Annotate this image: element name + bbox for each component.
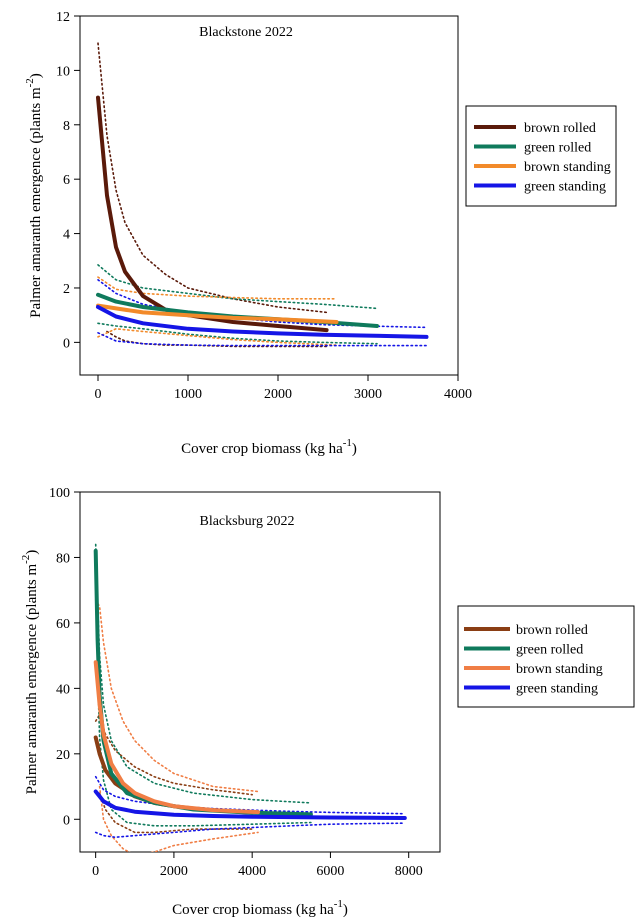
y-axis-title: Palmer amaranth emergence (plants m-2)	[20, 550, 40, 795]
ci-lower-green-standing	[97, 332, 428, 347]
ci-lower-green-standing	[94, 822, 406, 839]
y-tick-label: 100	[49, 486, 70, 501]
panel-title: Blacksburg 2022	[199, 514, 294, 529]
x-tick-label: 4000	[444, 387, 472, 402]
legend: brown rolled green rolled brown standing gr…	[457, 605, 635, 708]
series-line-green-standing	[93, 789, 407, 820]
y-tick-label: 40	[56, 682, 70, 697]
legend: brown rolled green rolled brown standing gr…	[465, 105, 617, 207]
series-line-brown-standing	[93, 660, 260, 815]
y-tick-label: 20	[56, 748, 70, 763]
x-axis-title-sup: -1	[334, 898, 343, 910]
y-tick-label: 60	[56, 617, 70, 632]
x-axis-title-main: Cover crop biomass (kg ha	[172, 902, 334, 918]
chart-panel-2: 0 2000 4000 6000 8000 0 20 40 60 80 100 Blacksburg …	[20, 486, 635, 918]
x-tick-label: 8000	[395, 864, 423, 879]
y-tick-label: 10	[56, 64, 70, 79]
y-axis-title-main: Palmer amaranth emergence (plants m	[28, 87, 44, 318]
legend-label: brown standing	[524, 160, 611, 175]
chart-panel-1: 0 1000 2000 3000 4000 0 2 4 6 8 10 12 Blackstone 202…	[24, 10, 617, 457]
legend-label: brown rolled	[524, 121, 596, 136]
legend-label: brown rolled	[516, 623, 588, 638]
ci-lower-brown-standing	[97, 327, 338, 346]
legend-box	[457, 605, 635, 708]
series-line-brown-standing	[96, 303, 339, 324]
x-axis-title-end: )	[352, 441, 357, 457]
y-tick-label: 0	[63, 813, 70, 828]
series-line-green-standing	[96, 305, 429, 339]
y-axis-title-sup: -2	[24, 78, 36, 87]
ci-upper-brown-standing	[94, 599, 259, 793]
ci-upper-green-rolled	[97, 264, 378, 310]
ci-lower-green-rolled	[97, 322, 378, 345]
plot-frame	[79, 15, 459, 376]
legend-label: green standing	[524, 180, 606, 195]
y-tick-label: 80	[56, 551, 70, 566]
ci-upper-brown-standing	[97, 276, 338, 300]
plot-area	[93, 543, 407, 852]
ci-lower-green-rolled	[96, 671, 312, 827]
ci-upper-brown-rolled	[97, 42, 328, 314]
series-line-green-rolled	[93, 548, 313, 817]
x-tick-label: 0	[92, 864, 99, 879]
ci-upper-green-rolled	[94, 543, 312, 804]
x-axis-title-end: )	[343, 902, 348, 918]
ci-lower-brown-standing	[98, 785, 259, 852]
y-axis-title: Palmer amaranth emergence (plants m-2)	[24, 73, 44, 318]
x-axis-title-sup: -1	[343, 437, 352, 449]
y-axis-title-end: )	[28, 73, 44, 78]
x-tick-label: 6000	[316, 864, 344, 879]
x-axis-title: Cover crop biomass (kg ha-1)	[181, 437, 357, 457]
y-axis-title-main: Palmer amaranth emergence (plants m	[24, 564, 40, 795]
y-tick-label: 0	[63, 336, 70, 351]
y-tick-label: 6	[63, 173, 70, 188]
x-tick-label: 4000	[238, 864, 266, 879]
legend-label: green standing	[516, 682, 598, 697]
x-tick-label: 0	[95, 387, 102, 402]
y-tick-label: 12	[56, 10, 70, 25]
ci-upper-brown-rolled	[94, 712, 253, 796]
legend-label: brown standing	[516, 662, 603, 677]
x-tick-label: 2000	[264, 387, 292, 402]
legend-box	[465, 105, 617, 207]
plot-frame	[79, 491, 441, 853]
legend-label: green rolled	[516, 643, 583, 658]
panel-title: Blackstone 2022	[199, 25, 293, 40]
y-axis-title-sup: -2	[20, 555, 32, 564]
series-line-brown-rolled	[96, 95, 329, 333]
x-tick-label: 1000	[174, 387, 202, 402]
y-tick-label: 4	[63, 228, 70, 243]
y-tick-label: 2	[63, 282, 70, 297]
x-tick-label: 3000	[354, 387, 382, 402]
x-axis-title-main: Cover crop biomass (kg ha	[181, 441, 343, 457]
x-tick-label: 2000	[160, 864, 188, 879]
y-axis-title-end: )	[24, 550, 40, 555]
x-axis-title: Cover crop biomass (kg ha-1)	[172, 898, 348, 918]
y-tick-label: 8	[63, 119, 70, 134]
legend-label: green rolled	[524, 141, 591, 156]
plot-area	[96, 42, 429, 348]
